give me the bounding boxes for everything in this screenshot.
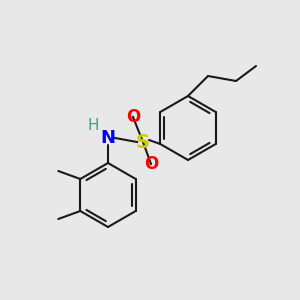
Text: H: H [87,118,99,134]
Text: S: S [136,133,150,152]
Text: N: N [100,129,116,147]
Text: O: O [144,155,158,173]
Text: O: O [126,108,140,126]
